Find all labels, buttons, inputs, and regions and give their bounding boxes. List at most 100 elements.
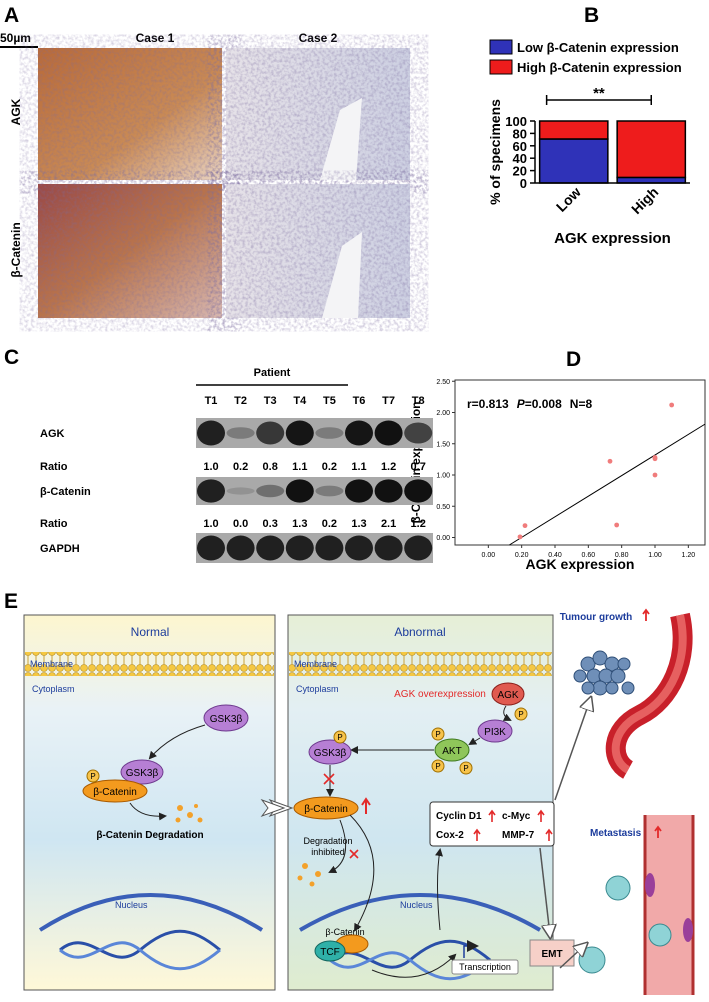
band xyxy=(404,479,433,503)
chevron xyxy=(260,798,286,818)
phosphate xyxy=(514,707,528,721)
pi3k xyxy=(477,719,513,743)
up-arrows xyxy=(473,809,553,841)
label: Degradation xyxy=(303,836,352,846)
label: Cytoplasm xyxy=(296,684,339,694)
box-title: Abnormal xyxy=(394,625,445,639)
label: GSK3β xyxy=(126,768,159,779)
lane-label: T2 xyxy=(234,395,247,407)
x-tick-label: 0.60 xyxy=(582,552,596,559)
ratio-value: 0.7 xyxy=(411,461,426,473)
legend-swatch xyxy=(489,59,513,75)
y-tick-label: 2.50 xyxy=(436,379,450,386)
label: Cytoplasm xyxy=(32,684,75,694)
label: P xyxy=(518,710,523,719)
point xyxy=(669,402,675,408)
beta-catenin xyxy=(82,779,148,803)
band xyxy=(197,535,225,561)
point xyxy=(652,456,658,462)
significance-bracket xyxy=(545,95,652,105)
block-cross xyxy=(323,773,335,785)
label: P xyxy=(90,772,95,781)
membrane xyxy=(289,652,552,676)
micrographs xyxy=(38,48,410,318)
label: GSK3β xyxy=(314,748,347,759)
band xyxy=(345,420,373,446)
lumen xyxy=(320,98,362,180)
panel-label: E xyxy=(4,590,18,613)
lane-label: T6 xyxy=(353,395,366,407)
label: P xyxy=(337,733,342,742)
texture xyxy=(38,184,222,318)
phosphate xyxy=(333,730,347,744)
target: c-Myc xyxy=(502,811,531,822)
arrow xyxy=(148,724,206,760)
point xyxy=(652,472,658,478)
akt xyxy=(434,738,470,762)
arrow xyxy=(371,953,457,978)
cell xyxy=(645,873,655,897)
label: Membrane xyxy=(294,659,337,669)
band xyxy=(315,485,344,497)
band xyxy=(285,535,314,561)
label: P xyxy=(435,762,440,771)
point xyxy=(614,522,620,528)
up-arrow xyxy=(654,825,662,838)
band xyxy=(256,535,285,561)
up-arrow xyxy=(361,797,371,814)
label: Nucleus xyxy=(400,900,433,910)
target: Cyclin D1 xyxy=(436,811,482,822)
band xyxy=(226,427,255,439)
dna xyxy=(329,951,491,981)
lane-label: T5 xyxy=(323,395,336,407)
nucleus-envelope xyxy=(298,893,542,932)
target: Cox-2 xyxy=(436,830,464,841)
x-tick-label: Low xyxy=(553,184,584,215)
row-label: AGK xyxy=(40,428,65,440)
ratio-value: 1.0 xyxy=(203,461,218,473)
band xyxy=(285,479,314,503)
label: Transcription xyxy=(459,962,511,972)
band xyxy=(285,420,314,446)
texture xyxy=(226,184,410,318)
band xyxy=(256,484,285,498)
label: TCF xyxy=(320,947,339,958)
phosphate xyxy=(431,759,445,773)
arrow xyxy=(129,802,167,821)
column-label: Case 2 xyxy=(299,31,338,45)
fragments xyxy=(175,804,203,823)
ratio-value: 1.1 xyxy=(351,461,366,473)
band xyxy=(404,422,433,444)
box-title: Normal xyxy=(131,625,170,639)
arrow xyxy=(502,705,512,721)
table-header: Patient xyxy=(254,367,291,379)
ratio-value: 0.0 xyxy=(233,518,248,530)
tcf xyxy=(314,940,346,962)
label: β-Catenin xyxy=(304,804,348,815)
label: β-Catenin xyxy=(93,787,137,798)
y-tick-label: 100 xyxy=(505,114,527,129)
arrow xyxy=(468,737,481,746)
label: P xyxy=(463,764,468,773)
texture xyxy=(226,48,410,180)
bar-segment xyxy=(616,120,687,179)
x-tick-label: 1.00 xyxy=(648,552,662,559)
x-axis-label: AGK expression xyxy=(554,230,671,247)
trend-line xyxy=(509,423,706,546)
lumen xyxy=(322,232,362,318)
ratio-value: 0.2 xyxy=(322,461,337,473)
phosphate xyxy=(86,769,100,783)
label: PI3K xyxy=(484,727,506,738)
x-tick-label: 1.20 xyxy=(682,552,696,559)
panel-label: C xyxy=(4,346,19,369)
up-arrow xyxy=(642,608,650,621)
y-tick-label: 2.00 xyxy=(436,410,450,417)
annotation-part: r=0.813 xyxy=(467,397,509,411)
band xyxy=(374,420,403,446)
y-tick-label: 1.00 xyxy=(436,473,450,480)
row-label: β-Catenin xyxy=(9,222,23,277)
label: AKT xyxy=(442,746,461,757)
point xyxy=(607,458,613,464)
row-label: AGK xyxy=(9,98,23,125)
